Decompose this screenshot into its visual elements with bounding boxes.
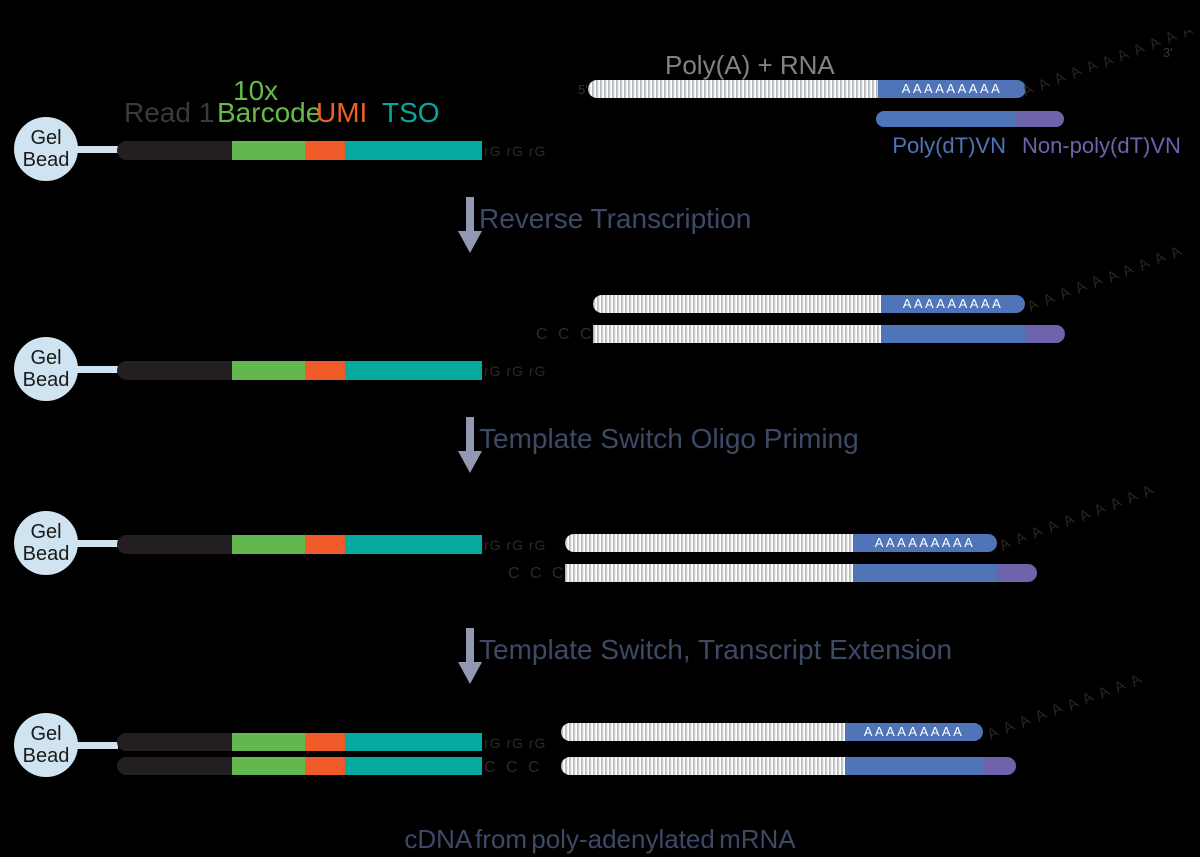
svg-text:A: A <box>1107 494 1125 514</box>
svg-text:A: A <box>1088 272 1106 292</box>
svg-text:A: A <box>1072 278 1090 298</box>
svg-text:A: A <box>1067 63 1085 83</box>
svg-text:A: A <box>1127 673 1145 690</box>
svg-text:A: A <box>1111 677 1129 697</box>
svg-text:A: A <box>1032 706 1050 726</box>
svg-text:A: A <box>1024 296 1042 316</box>
svg-text:A: A <box>1060 511 1078 531</box>
svg-text:A: A <box>1104 267 1122 287</box>
svg-text:A: A <box>1016 712 1034 732</box>
svg-text:A: A <box>984 724 1002 744</box>
svg-text:A: A <box>1076 506 1094 526</box>
svg-text:A: A <box>1123 488 1141 508</box>
svg-text:A: A <box>1012 529 1030 549</box>
svg-text:A: A <box>1056 284 1074 304</box>
svg-text:A: A <box>1040 290 1058 310</box>
svg-text:A: A <box>1035 75 1053 95</box>
svg-text:A: A <box>1178 30 1196 41</box>
svg-text:A: A <box>1083 57 1101 77</box>
svg-text:A: A <box>1135 255 1153 275</box>
svg-text:A: A <box>1019 81 1037 101</box>
svg-text:A: A <box>1099 52 1117 72</box>
svg-text:A: A <box>1151 249 1169 269</box>
svg-text:A: A <box>1091 500 1109 520</box>
svg-text:A: A <box>1044 517 1062 537</box>
svg-text:A: A <box>1000 718 1018 738</box>
svg-text:A: A <box>1139 484 1157 501</box>
svg-text:A: A <box>1095 683 1113 703</box>
svg-text:A: A <box>1064 695 1082 715</box>
svg-text:A: A <box>996 535 1014 555</box>
svg-text:A: A <box>1119 261 1137 281</box>
svg-text:A: A <box>1130 40 1148 60</box>
svg-text:A: A <box>1048 700 1066 720</box>
svg-text:A: A <box>1051 69 1069 89</box>
svg-text:A: A <box>1079 689 1097 709</box>
svg-text:A: A <box>1114 46 1132 66</box>
svg-text:A: A <box>1028 523 1046 543</box>
svg-text:A: A <box>1146 34 1164 54</box>
svg-text:A: A <box>1167 245 1185 262</box>
